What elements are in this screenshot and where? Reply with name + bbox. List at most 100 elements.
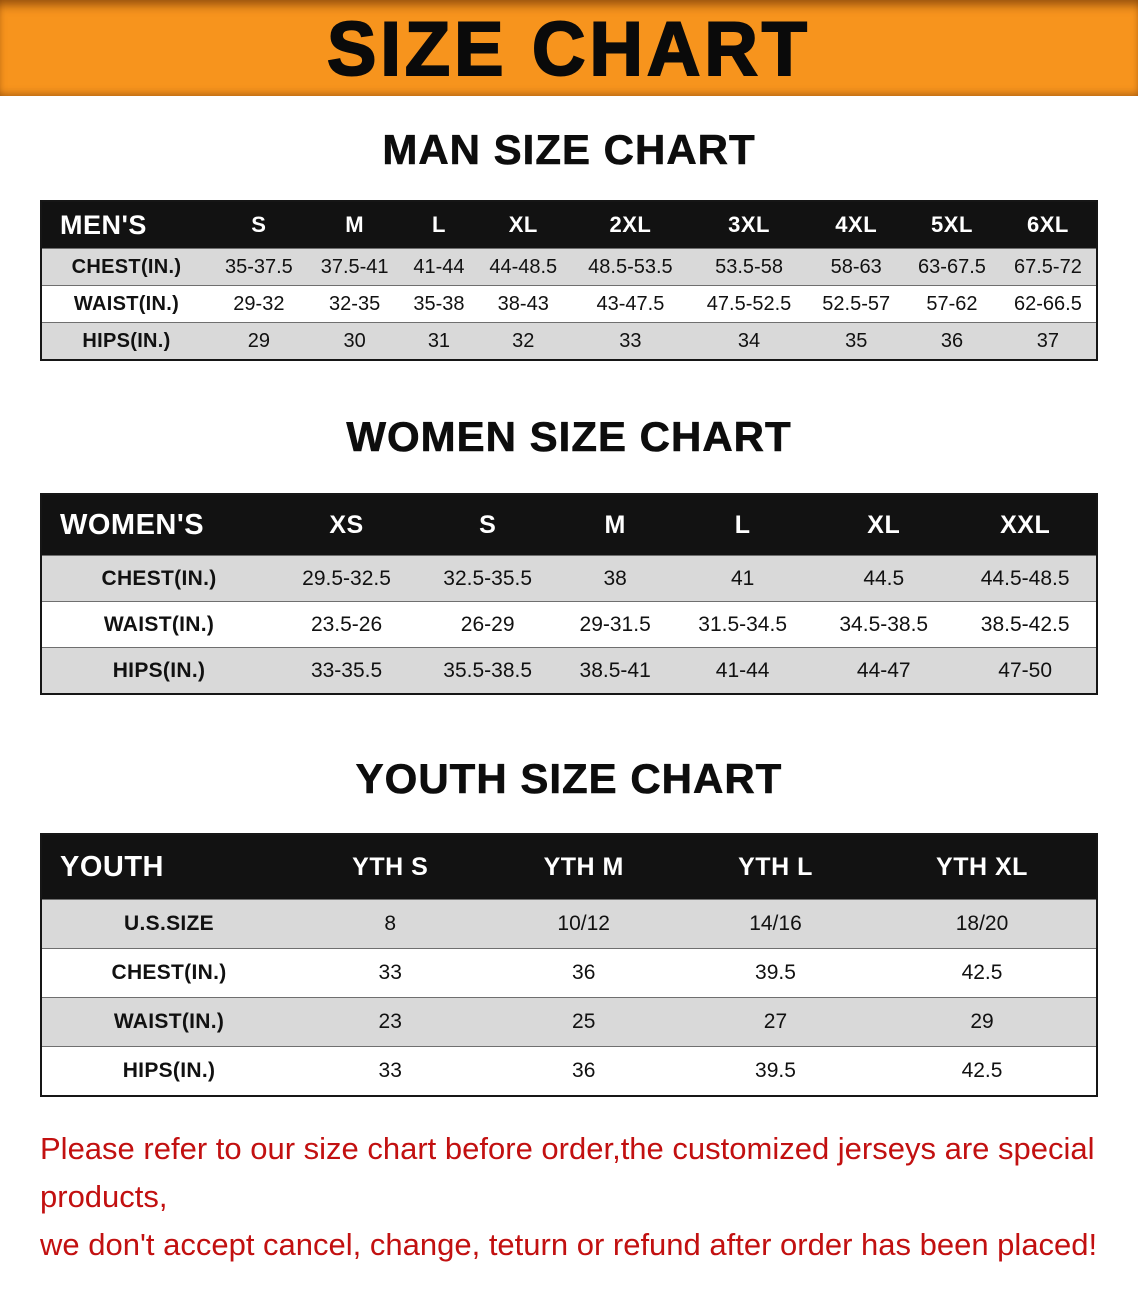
value-cell: 36 (484, 1046, 683, 1096)
size-header-cell: YTH M (484, 834, 683, 900)
size-header-cell: S (417, 494, 559, 556)
value-cell: 32-35 (306, 285, 403, 323)
value-cell: 38-43 (475, 285, 572, 323)
table-row: U.S.SIZE 8 10/12 14/16 18/20 (41, 899, 1097, 949)
row-label-cell: WAIST(IN.) (41, 601, 276, 648)
table-row: HIPS(IN.) 33 36 39.5 42.5 (41, 1046, 1097, 1096)
value-cell: 33-35.5 (276, 647, 418, 694)
women-size-section: WOMEN SIZE CHART WOMEN'S XS S M L XL XXL CHEST(… (0, 413, 1138, 695)
table-row: WAIST(IN.) 23.5-26 26-29 29-31.5 31.5-34.5 34… (41, 601, 1097, 648)
value-cell: 35-38 (402, 285, 476, 323)
value-cell: 14/16 (682, 899, 869, 949)
value-cell: 52.5-57 (808, 285, 905, 323)
value-cell: 18/20 (868, 899, 1097, 949)
value-cell: 33 (296, 948, 485, 998)
row-label-cell: U.S.SIZE (41, 899, 296, 949)
value-cell: 23.5-26 (276, 601, 418, 648)
size-header-cell: 3XL (689, 201, 809, 249)
row-label-cell: CHEST(IN.) (41, 948, 296, 998)
size-header-cell: S (211, 201, 307, 249)
value-cell: 38 (558, 555, 673, 602)
value-cell: 42.5 (868, 948, 1097, 998)
value-cell: 48.5-53.5 (571, 248, 690, 286)
size-header-cell: XS (276, 494, 418, 556)
value-cell: 44-48.5 (475, 248, 572, 286)
value-cell: 44.5 (813, 555, 955, 602)
value-cell: 44.5-48.5 (954, 555, 1097, 602)
value-cell: 43-47.5 (571, 285, 690, 323)
women-size-table: WOMEN'S XS S M L XL XXL CHEST(IN.) 29.5-32.5 32.5… (40, 493, 1098, 695)
value-cell: 34 (689, 322, 809, 360)
value-cell: 23 (296, 997, 485, 1047)
value-cell: 29.5-32.5 (276, 555, 418, 602)
value-cell: 47-50 (954, 647, 1097, 694)
size-header-cell: 2XL (571, 201, 690, 249)
man-size-table: MEN'S S M L XL 2XL 3XL 4XL 5XL 6XL CHEST(IN.) 35-37… (40, 200, 1098, 361)
value-cell: 26-29 (417, 601, 559, 648)
value-cell: 30 (306, 322, 403, 360)
value-cell: 34.5-38.5 (813, 601, 955, 648)
row-label-cell: HIPS(IN.) (41, 1046, 296, 1096)
size-header-cell: XXL (954, 494, 1097, 556)
table-row: CHEST(IN.) 29.5-32.5 32.5-35.5 38 41 44.5 44.5… (41, 555, 1097, 602)
value-cell: 63-67.5 (904, 248, 1000, 286)
youth-size-section: YOUTH SIZE CHART YOUTH YTH S YTH M YTH L YTH… (0, 755, 1138, 1097)
youth-section-heading: YOUTH SIZE CHART (355, 755, 783, 803)
disclaimer: Please refer to our size chart before or… (40, 1125, 1138, 1269)
row-label-cell: WAIST(IN.) (41, 997, 296, 1047)
value-cell: 44-47 (813, 647, 955, 694)
size-header-cell: M (558, 494, 673, 556)
value-cell: 62-66.5 (999, 285, 1097, 323)
value-cell: 33 (296, 1046, 485, 1096)
row-label-cell: CHEST(IN.) (41, 555, 276, 602)
disclaimer-line-2: we don't accept cancel, change, teturn o… (40, 1227, 1098, 1263)
value-cell: 47.5-52.5 (689, 285, 809, 323)
size-header-cell: L (402, 201, 476, 249)
value-cell: 31.5-34.5 (672, 601, 814, 648)
value-cell: 35.5-38.5 (417, 647, 559, 694)
size-header-cell: M (306, 201, 403, 249)
value-cell: 27 (682, 997, 869, 1047)
table-row: HIPS(IN.) 29 30 31 32 33 34 35 36 37 (41, 322, 1097, 360)
value-cell: 31 (402, 322, 476, 360)
size-header-cell: YTH L (682, 834, 869, 900)
man-size-section: MAN SIZE CHART MEN'S S M L XL 2XL 3XL 4XL 5XL 6XL… (0, 126, 1138, 361)
table-row: CHEST(IN.) 35-37.5 37.5-41 41-44 44-48.5 48.5… (41, 248, 1097, 286)
table-header-row: WOMEN'S XS S M L XL XXL (41, 494, 1097, 556)
value-cell: 38.5-41 (558, 647, 673, 694)
size-header-cell: XL (475, 201, 572, 249)
value-cell: 41-44 (672, 647, 814, 694)
table-header-row: MEN'S S M L XL 2XL 3XL 4XL 5XL 6XL (41, 201, 1097, 249)
women-section-heading: WOMEN SIZE CHART (346, 413, 792, 461)
value-cell: 37 (999, 322, 1097, 360)
size-header-cell: YTH S (296, 834, 485, 900)
value-cell: 29 (868, 997, 1097, 1047)
value-cell: 36 (904, 322, 1000, 360)
table-title-cell: MEN'S (41, 201, 211, 249)
value-cell: 32 (475, 322, 572, 360)
size-header-cell: XL (813, 494, 955, 556)
row-label-cell: WAIST(IN.) (41, 285, 211, 323)
value-cell: 25 (484, 997, 683, 1047)
value-cell: 35-37.5 (211, 248, 307, 286)
value-cell: 53.5-58 (689, 248, 809, 286)
size-header-cell: 6XL (999, 201, 1097, 249)
size-header-cell: 5XL (904, 201, 1000, 249)
value-cell: 32.5-35.5 (417, 555, 559, 602)
row-label-cell: CHEST(IN.) (41, 248, 211, 286)
row-label-cell: HIPS(IN.) (41, 322, 211, 360)
value-cell: 42.5 (868, 1046, 1097, 1096)
value-cell: 36 (484, 948, 683, 998)
banner: SIZE CHART (0, 0, 1138, 96)
youth-size-table: YOUTH YTH S YTH M YTH L YTH XL U.S.SIZE 8 10/12… (40, 833, 1098, 1097)
value-cell: 10/12 (484, 899, 683, 949)
value-cell: 35 (808, 322, 905, 360)
value-cell: 8 (296, 899, 485, 949)
size-header-cell: 4XL (808, 201, 905, 249)
value-cell: 29-31.5 (558, 601, 673, 648)
disclaimer-line-1: Please refer to our size chart before or… (40, 1131, 1095, 1215)
value-cell: 58-63 (808, 248, 905, 286)
value-cell: 29-32 (211, 285, 307, 323)
value-cell: 37.5-41 (306, 248, 403, 286)
